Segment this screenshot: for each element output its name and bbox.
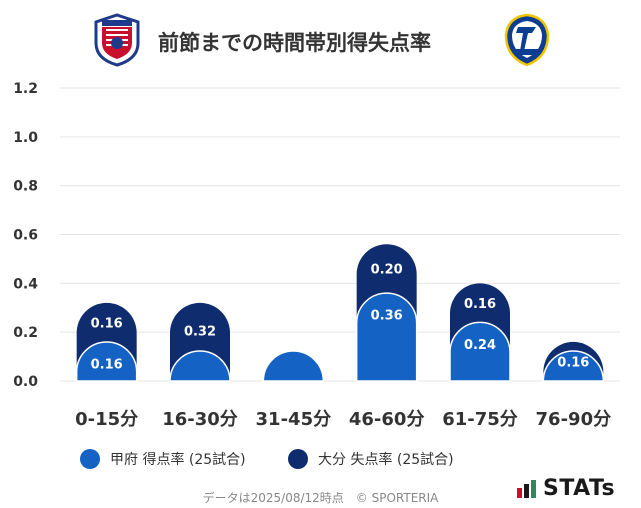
y-tick-label: 0.4	[13, 276, 38, 292]
x-tick-label: 16-30分	[162, 409, 238, 430]
kofu-crest-icon	[92, 13, 142, 67]
bar-segment-team-a	[542, 350, 605, 382]
legend-label-team-b: 大分 失点率 (25試合)	[318, 452, 454, 468]
legend-item-team-a: 甲府 得点率 (25試合)	[80, 449, 246, 469]
data-label-team-b: 0.20	[371, 263, 403, 278]
y-tick-label: 1.0	[13, 130, 38, 146]
bar-segment-team-a	[449, 321, 511, 382]
data-label-team-a: 0.24	[464, 338, 496, 353]
legend-swatch-team-a	[80, 449, 100, 469]
data-label-team-b: 0.32	[184, 324, 216, 339]
oita-trinita-crest-icon	[504, 13, 550, 67]
bar-segment-team-a	[75, 341, 138, 382]
bar-segment-team-a	[262, 350, 325, 382]
data-label-team-a: 0.16	[91, 357, 123, 372]
stats-brand-logo: STATs	[517, 476, 615, 501]
y-tick-label: 0.8	[13, 179, 38, 195]
x-tick-label: 31-45分	[256, 409, 332, 430]
legend-swatch-team-b	[288, 449, 308, 469]
bar-segment-team-a	[169, 350, 231, 382]
bar-segment-team-a	[355, 292, 418, 382]
x-tick-label: 76-90分	[536, 409, 612, 430]
data-label-team-b: 0.16	[91, 316, 123, 331]
data-label-team-b: 0.16	[464, 297, 496, 312]
y-tick-label: 0.6	[13, 228, 38, 244]
x-tick-label: 61-75分	[442, 409, 518, 430]
y-tick-label: 1.2	[13, 81, 38, 97]
stats-brand-text: STATs	[543, 476, 616, 501]
legend-label-team-a: 甲府 得点率 (25試合)	[110, 452, 246, 468]
y-tick-label: 0.2	[13, 325, 38, 341]
x-tick-label: 0-15分	[75, 409, 138, 430]
data-label-team-b: 0.16	[557, 355, 589, 370]
legend-item-team-b: 大分 失点率 (25試合)	[288, 449, 454, 469]
data-label-team-a: 0.36	[371, 309, 403, 324]
chart-title: 前節までの時間帯別得失点率	[158, 31, 431, 55]
data-footer: データは2025/08/12時点 © SPORTERIA	[202, 491, 439, 505]
x-tick-label: 46-60分	[349, 409, 425, 430]
stats-bars-icon	[517, 479, 538, 498]
y-tick-label: 0.0	[13, 374, 38, 390]
